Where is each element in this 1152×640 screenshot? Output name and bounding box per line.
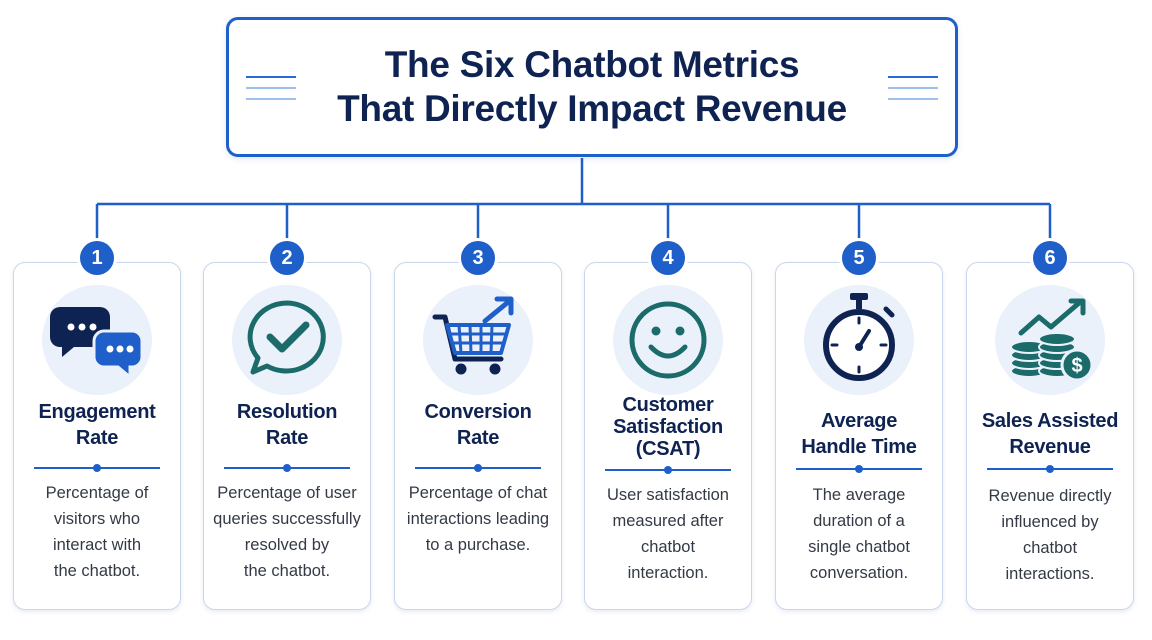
metric-description-line: the chatbot. — [53, 562, 141, 580]
metric-divider — [987, 465, 1113, 473]
metric-title-line: Revenue — [1009, 436, 1091, 458]
title-line-2: That Directly Impact Revenue — [337, 88, 847, 129]
metric-description-line: visitors who — [53, 510, 141, 528]
metric-title: Engagement Rate — [14, 399, 180, 451]
metric-description-line: resolved by — [244, 536, 330, 554]
shopping-cart-arrow-icon — [423, 285, 533, 395]
metric-card-conversion-rate: Conversion Rate Percentage of chat interact… — [394, 262, 562, 610]
metric-description-line: interaction. — [627, 564, 709, 582]
metric-divider — [796, 465, 922, 473]
metric-title-line: Sales Assisted — [981, 410, 1119, 432]
metric-description-line: measured after — [612, 512, 724, 530]
title-decoration-right — [888, 76, 938, 109]
metric-title-line: Customer — [622, 394, 714, 416]
chat-bubbles-icon — [42, 285, 152, 395]
metric-divider — [415, 464, 541, 472]
metric-card-resolution-rate: Resolution Rate Percentage of user queries … — [203, 262, 371, 610]
metric-divider — [224, 464, 350, 472]
metric-title-line: Handle Time — [801, 436, 917, 458]
metric-title-line: Resolution — [236, 401, 338, 423]
metric-description: Percentage of visitors who interact with th… — [20, 480, 174, 584]
metric-description-line: duration of a — [813, 512, 905, 530]
coins-growth-icon: $ — [995, 285, 1105, 395]
step-number-badge: 6 — [1033, 241, 1067, 275]
metric-description: Percentage of chat interactions leading to… — [401, 480, 555, 558]
metric-description: The average duration of a single chatbot co… — [782, 482, 936, 586]
metric-title: Resolution Rate — [204, 399, 370, 451]
metric-description-line: interactions. — [1005, 565, 1095, 583]
metric-description-line: chatbot — [1022, 539, 1078, 557]
metric-description: User satisfaction measured after chatbot in… — [591, 482, 745, 586]
metric-title: Average Handle Time — [776, 408, 942, 460]
title-box: The Six Chatbot Metrics That Directly Im… — [226, 17, 958, 157]
metric-description: Percentage of user queries successfully re… — [210, 480, 364, 584]
metric-title-line: Average — [820, 410, 898, 432]
title-line-1: The Six Chatbot Metrics — [384, 44, 800, 85]
metric-description-line: interactions leading — [406, 510, 550, 528]
metric-title-line: Rate — [75, 427, 119, 449]
step-number-badge: 3 — [461, 241, 495, 275]
metric-title: Sales Assisted Revenue — [967, 408, 1133, 460]
metric-divider — [34, 464, 160, 472]
metric-description-line: queries successfully — [213, 510, 361, 528]
metric-description: Revenue directly influenced by chatbot inte… — [973, 483, 1127, 587]
metric-title-line: (CSAT) — [635, 438, 701, 460]
metric-description-line: interact with — [52, 536, 142, 554]
metric-description-line: User satisfaction — [607, 486, 729, 504]
metric-description-line: Revenue directly — [988, 487, 1112, 505]
metric-description-line: chatbot — [640, 538, 696, 556]
step-number-badge: 4 — [651, 241, 685, 275]
metric-title-line: Satisfaction — [613, 416, 723, 438]
metric-description-line: to a purchase. — [425, 536, 531, 554]
metric-description-line: single chatbot — [808, 538, 910, 556]
smiley-face-icon — [613, 285, 723, 395]
step-number-badge: 2 — [270, 241, 304, 275]
metric-description-line: Percentage of chat — [408, 484, 548, 502]
metric-description-line: The average — [812, 486, 906, 504]
stopwatch-icon — [804, 285, 914, 395]
metric-title: Customer Satisfaction (CSAT) — [585, 394, 751, 460]
step-number-badge: 1 — [80, 241, 114, 275]
metric-description-line: conversation. — [809, 564, 909, 582]
metric-title-line: Rate — [456, 427, 500, 449]
metric-card-engagement-rate: Engagement Rate Percentage of visitors who i… — [13, 262, 181, 610]
step-number-badge: 5 — [842, 241, 876, 275]
metric-description-line: Percentage of — [45, 484, 149, 502]
metric-description-line: the chatbot. — [243, 562, 331, 580]
metric-title-line: Engagement — [38, 401, 156, 423]
metric-title: Conversion Rate — [395, 399, 561, 451]
metric-description-line: Percentage of user — [217, 484, 357, 502]
metric-title-line: Conversion — [424, 401, 532, 423]
metric-card-average-handle-time: Average Handle Time The average duration of… — [775, 262, 943, 610]
metric-card-sales-assisted-revenue: $ Sales Assisted Revenue Revenue directly i… — [966, 262, 1134, 610]
metric-card-customer-satisfaction-csat: Customer Satisfaction (CSAT) User satisfact… — [584, 262, 752, 610]
metric-divider — [605, 466, 731, 474]
metric-title-line: Rate — [265, 427, 309, 449]
checkmark-chat-icon — [232, 285, 342, 395]
title-decoration-left — [246, 76, 296, 109]
metric-description-line: influenced by — [1001, 513, 1099, 531]
svg-text:$: $ — [1071, 355, 1082, 377]
